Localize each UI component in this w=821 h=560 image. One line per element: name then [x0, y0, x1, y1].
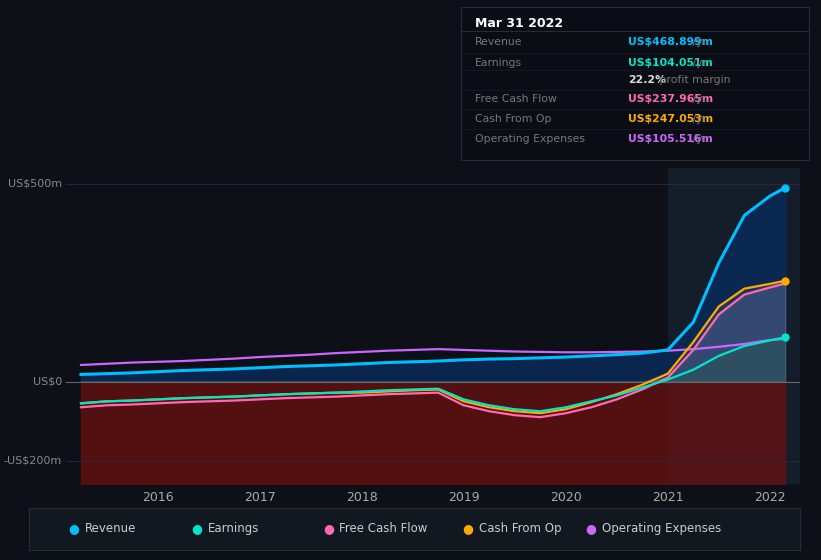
- Bar: [667, 168, 800, 484]
- Text: Revenue: Revenue: [475, 38, 523, 47]
- Text: ●: ●: [68, 522, 80, 535]
- Text: Cash From Op: Cash From Op: [475, 114, 552, 124]
- Text: Earnings: Earnings: [208, 522, 259, 535]
- Text: /yr: /yr: [689, 38, 707, 47]
- Text: /yr: /yr: [689, 114, 707, 124]
- Text: Mar 31 2022: Mar 31 2022: [475, 17, 563, 30]
- Text: US$500m: US$500m: [8, 179, 62, 189]
- Text: Revenue: Revenue: [85, 522, 136, 535]
- Text: Earnings: Earnings: [475, 58, 522, 68]
- Text: Cash From Op: Cash From Op: [479, 522, 561, 535]
- Text: US$247.053m: US$247.053m: [628, 114, 713, 124]
- Text: ●: ●: [323, 522, 334, 535]
- Text: US$237.965m: US$237.965m: [628, 95, 713, 104]
- Text: /yr: /yr: [689, 134, 707, 144]
- Text: /yr: /yr: [689, 95, 707, 104]
- Text: Operating Expenses: Operating Expenses: [475, 134, 585, 144]
- Text: 22.2%: 22.2%: [628, 74, 666, 85]
- Text: /yr: /yr: [689, 58, 707, 68]
- Text: US$468.899m: US$468.899m: [628, 38, 713, 47]
- Text: ●: ●: [462, 522, 474, 535]
- Text: US$105.516m: US$105.516m: [628, 134, 713, 144]
- Text: profit margin: profit margin: [656, 74, 731, 85]
- Text: Free Cash Flow: Free Cash Flow: [339, 522, 428, 535]
- Text: ●: ●: [585, 522, 597, 535]
- Text: ●: ●: [191, 522, 203, 535]
- Text: US$0: US$0: [33, 376, 62, 386]
- Text: US$104.051m: US$104.051m: [628, 58, 713, 68]
- Text: -US$200m: -US$200m: [4, 456, 62, 466]
- Text: Operating Expenses: Operating Expenses: [602, 522, 721, 535]
- Text: Free Cash Flow: Free Cash Flow: [475, 95, 557, 104]
